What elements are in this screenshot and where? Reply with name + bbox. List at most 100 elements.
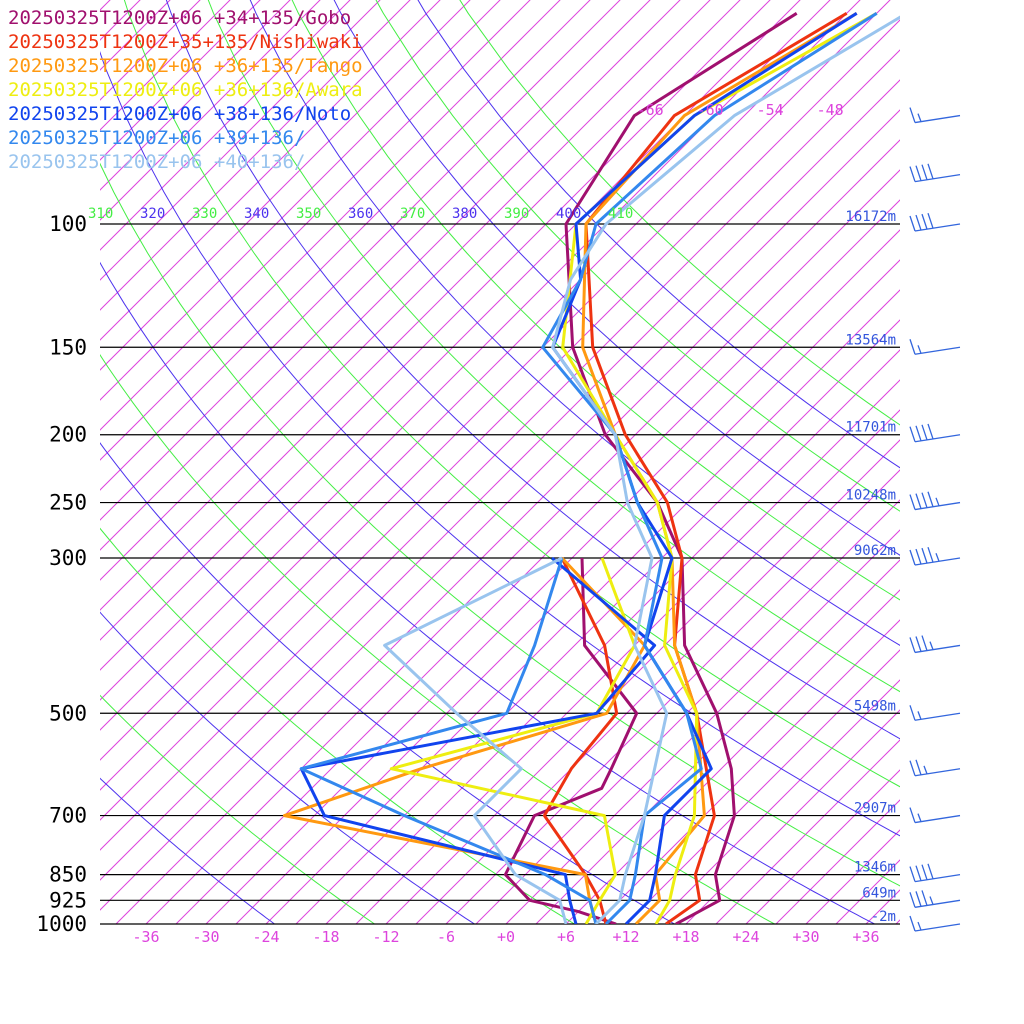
- theta-label: 360: [348, 206, 373, 222]
- isotherm-line: [535, 559, 900, 924]
- wind-barb-flag: [909, 426, 916, 442]
- dewpoint-profile-4: [299, 556, 657, 924]
- theta-label: 340: [244, 206, 269, 222]
- wind-barb-half-flag: [935, 553, 940, 562]
- wind-barb-flag: [927, 163, 934, 179]
- isotherm-line: [911, 0, 1024, 939]
- wind-barb-shaft: [914, 768, 961, 777]
- temp-tick-label: +12: [612, 928, 639, 946]
- wind-barb-half-flag: [923, 765, 928, 775]
- isotherm-line: [100, 0, 741, 641]
- wind-barb: [909, 163, 961, 183]
- height-label-925: 649m: [862, 885, 896, 901]
- isotherm-line: [100, 0, 861, 761]
- temperature-profile-4: [551, 12, 858, 924]
- wind-barb-flag: [909, 760, 916, 776]
- isotherm-line: [295, 319, 900, 924]
- isotherm-line: [745, 769, 900, 924]
- wind-barb: [909, 759, 961, 777]
- height-label-200: 11701m: [845, 420, 896, 436]
- wind-barb: [909, 705, 961, 721]
- theta-label: 370: [400, 206, 425, 222]
- isotherm-line: [100, 0, 381, 281]
- moist-adiabat-line: [207, 0, 900, 693]
- dry-adiabat-line: [100, 51, 900, 837]
- wind-barb-half-flag: [917, 813, 922, 822]
- legend-item-5: 20250325T1200Z+06 +39+136/: [8, 127, 305, 149]
- isotherm-line: [1001, 0, 1024, 939]
- wind-barb-flag: [915, 493, 922, 509]
- wind-barb-shaft: [914, 923, 961, 932]
- wind-barb-shaft: [914, 114, 961, 124]
- isotherm-line: [505, 529, 900, 924]
- wind-barb-flag: [909, 215, 916, 232]
- wind-barb-shaft: [914, 814, 961, 824]
- dry-adiabat-line: [333, 0, 900, 556]
- isotherm-line: [100, 0, 591, 491]
- wind-barb: [909, 635, 961, 654]
- wind-barb-shaft: [914, 557, 961, 566]
- wind-barb: [909, 423, 961, 443]
- isotherm-line: [100, 0, 471, 371]
- temp-tick-label: -36: [132, 928, 159, 946]
- theta-label: 330: [192, 206, 217, 222]
- wind-barb-flag: [921, 547, 928, 564]
- moist-adiabat-line: [291, 0, 900, 601]
- legend-item-0: 20250325T1200Z+06 +34+135/Gobo: [8, 7, 351, 29]
- wind-barb-flag: [921, 213, 928, 230]
- wind-barb-flag: [909, 705, 916, 721]
- wind-barb-flag: [921, 864, 928, 880]
- dewpoint-profile-6: [383, 556, 568, 924]
- height-label-150: 13564m: [845, 332, 896, 348]
- wind-barb: [909, 890, 961, 908]
- legend-item-3: 20250325T1200Z+06 +36+136/Awara: [8, 79, 363, 101]
- sounding-profiles: [282, 11, 900, 924]
- wind-barb-flag: [921, 164, 928, 180]
- pressure-label-200: 200: [49, 423, 87, 447]
- pressure-label-250: 250: [49, 491, 87, 515]
- isotherm-line: [100, 0, 531, 431]
- legend-item-1: 20250325T1200Z+35+135/Nishiwaki: [8, 31, 363, 53]
- wind-barb-flag: [909, 892, 916, 908]
- dry-adiabat-line: [100, 261, 876, 924]
- wind-barb-flag: [909, 807, 916, 823]
- wind-barb-flag: [909, 166, 916, 182]
- moist-adiabat-lines: [100, 0, 900, 924]
- isotherm-line: [595, 619, 900, 924]
- wind-barb-flag: [909, 107, 916, 123]
- wind-barb-flag: [915, 165, 922, 181]
- wind-barb-half-flag: [917, 921, 922, 931]
- wind-barb-flag: [927, 491, 934, 507]
- isotherm-line: [100, 0, 681, 581]
- dewpoint-profile-1: [542, 557, 619, 924]
- isotherm-line: [715, 739, 900, 924]
- wind-barb-flag: [927, 863, 934, 879]
- wind-barb-flag: [921, 424, 928, 441]
- wind-barb-half-flag: [935, 497, 940, 507]
- pressure-label-300: 300: [49, 546, 87, 570]
- legend-item-2: 20250325T1200Z+06 +36+135/Tango: [8, 55, 363, 77]
- wind-barb-flag: [915, 865, 922, 881]
- height-label-100: 16172m: [845, 209, 896, 225]
- isotherm-line: [100, 49, 900, 851]
- pressure-label-700: 700: [49, 804, 87, 828]
- wind-barb-half-flag: [929, 641, 934, 650]
- isotherm-line: [100, 0, 441, 341]
- axis-labels: 100 16172m 150 13564m 200 11701m 250 10248m 300 9…: [36, 101, 896, 946]
- wind-barb-flag: [921, 890, 928, 906]
- temperature-profile-0: [564, 12, 798, 924]
- upper-temp-label: -66: [637, 101, 664, 119]
- wind-barb-shaft: [914, 873, 961, 883]
- temperature-profile-6: [551, 15, 900, 924]
- isotherm-line: [175, 199, 900, 924]
- wind-barb: [909, 807, 961, 824]
- wind-barb: [909, 107, 961, 124]
- isotherm-line: [655, 679, 900, 924]
- moist-adiabat-line: [459, 0, 900, 426]
- dry-adiabat-line: [417, 0, 900, 469]
- wind-barb: [909, 339, 961, 355]
- isotherm-line: [325, 349, 900, 924]
- temp-tick-label: -24: [252, 928, 279, 946]
- dry-adiabat-line: [100, 611, 476, 924]
- wind-barb: [909, 915, 961, 932]
